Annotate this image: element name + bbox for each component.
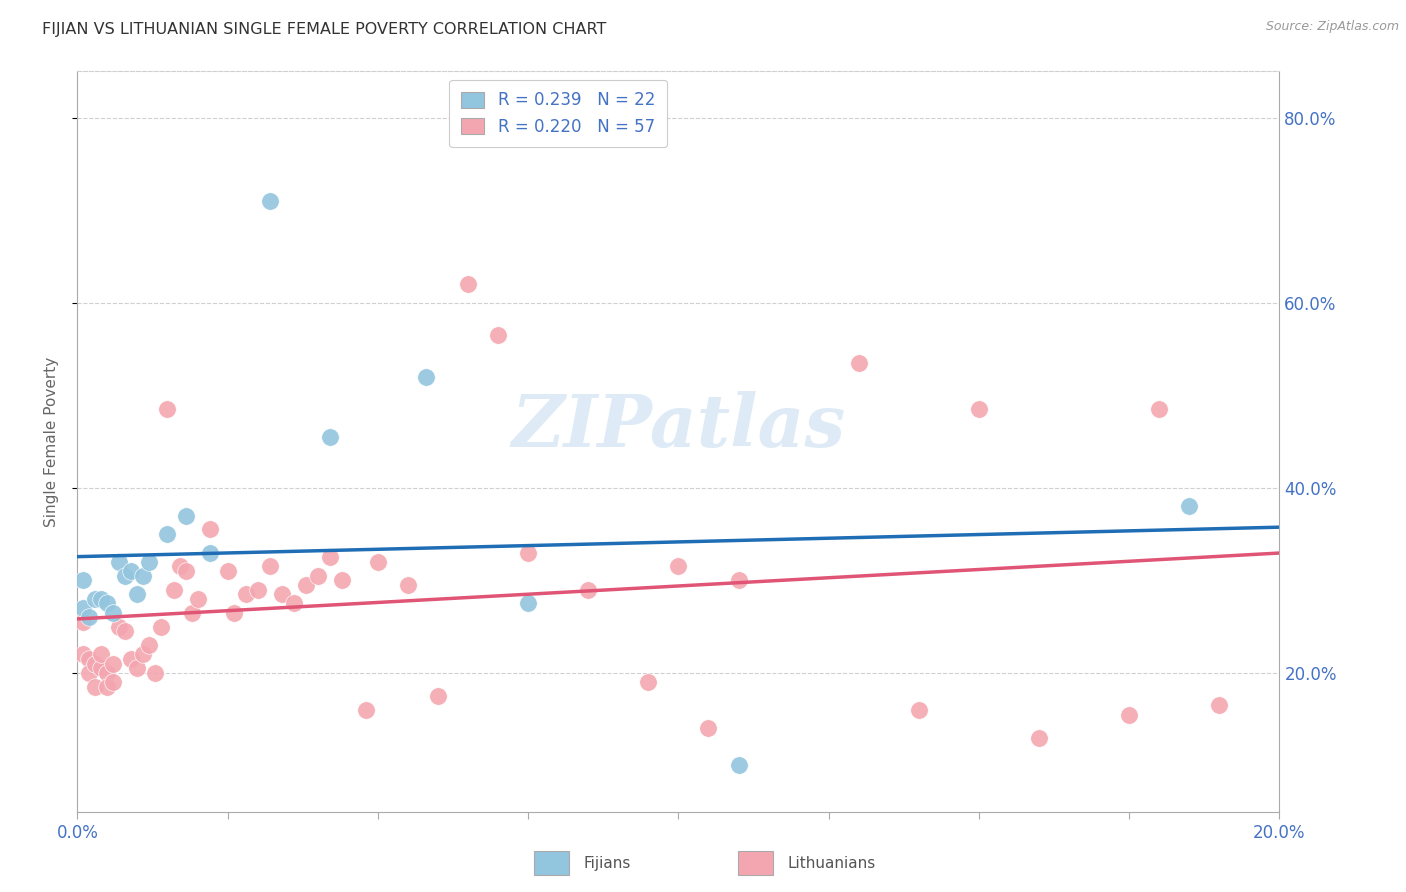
Point [637, 675, 659, 690]
Point [96, 680, 118, 694]
Point [319, 550, 342, 565]
Point [415, 369, 437, 384]
Point [103, 675, 125, 690]
Text: Fijians: Fijians [583, 855, 631, 871]
Text: Source: ZipAtlas.com: Source: ZipAtlas.com [1265, 20, 1399, 33]
Point [367, 555, 389, 569]
Point [198, 523, 221, 537]
Point [174, 564, 197, 578]
Point [576, 582, 599, 597]
Point [72, 648, 94, 662]
Point [319, 430, 342, 444]
Point [517, 545, 540, 560]
Point [259, 559, 281, 574]
Point [330, 574, 353, 588]
Point [90, 661, 112, 675]
Point [486, 328, 509, 343]
Point [156, 402, 179, 417]
Point [145, 665, 167, 680]
Point [138, 638, 160, 652]
Point [174, 508, 197, 523]
Point [1149, 402, 1171, 417]
Point [235, 587, 257, 601]
Text: Lithuanians: Lithuanians [787, 855, 876, 871]
Point [259, 194, 281, 208]
Point [1208, 698, 1230, 713]
Point [727, 574, 749, 588]
Point [457, 277, 479, 292]
Point [162, 582, 184, 597]
Point [517, 597, 540, 611]
Point [72, 601, 94, 615]
Point [120, 564, 142, 578]
FancyBboxPatch shape [738, 851, 773, 874]
Point [114, 568, 136, 582]
FancyBboxPatch shape [534, 851, 569, 874]
Legend: R = 0.239   N = 22, R = 0.220   N = 57: R = 0.239 N = 22, R = 0.220 N = 57 [450, 79, 666, 147]
Point [187, 591, 209, 606]
Point [967, 402, 990, 417]
Point [270, 587, 292, 601]
Point [138, 555, 160, 569]
Point [132, 648, 155, 662]
Point [84, 680, 107, 694]
Y-axis label: Single Female Poverty: Single Female Poverty [44, 357, 59, 526]
Point [427, 689, 450, 703]
Point [246, 582, 269, 597]
Point [294, 578, 316, 592]
Point [114, 624, 136, 639]
Text: FIJIAN VS LITHUANIAN SINGLE FEMALE POVERTY CORRELATION CHART: FIJIAN VS LITHUANIAN SINGLE FEMALE POVER… [42, 22, 606, 37]
Point [90, 648, 112, 662]
Point [150, 619, 173, 633]
Point [668, 559, 690, 574]
Point [108, 555, 131, 569]
Point [396, 578, 419, 592]
Point [108, 619, 131, 633]
Point [96, 597, 118, 611]
Point [84, 591, 107, 606]
Point [169, 559, 191, 574]
Point [72, 615, 94, 629]
Point [156, 527, 179, 541]
Point [84, 657, 107, 671]
Point [79, 665, 101, 680]
Point [180, 606, 202, 620]
Point [222, 606, 245, 620]
Point [127, 587, 149, 601]
Point [727, 758, 749, 772]
Point [72, 574, 94, 588]
Point [848, 356, 870, 370]
Point [198, 545, 221, 560]
Point [103, 657, 125, 671]
Point [90, 591, 112, 606]
Point [127, 661, 149, 675]
Point [79, 610, 101, 624]
Point [1178, 500, 1201, 514]
Point [1118, 707, 1140, 722]
Text: ZIPatlas: ZIPatlas [512, 392, 845, 462]
Point [1028, 731, 1050, 745]
Point [103, 606, 125, 620]
Point [307, 568, 329, 582]
Point [354, 703, 377, 717]
Point [96, 665, 118, 680]
Point [132, 568, 155, 582]
Point [697, 722, 720, 736]
Point [217, 564, 239, 578]
Point [283, 597, 305, 611]
Point [120, 652, 142, 666]
Point [908, 703, 931, 717]
Point [79, 652, 101, 666]
